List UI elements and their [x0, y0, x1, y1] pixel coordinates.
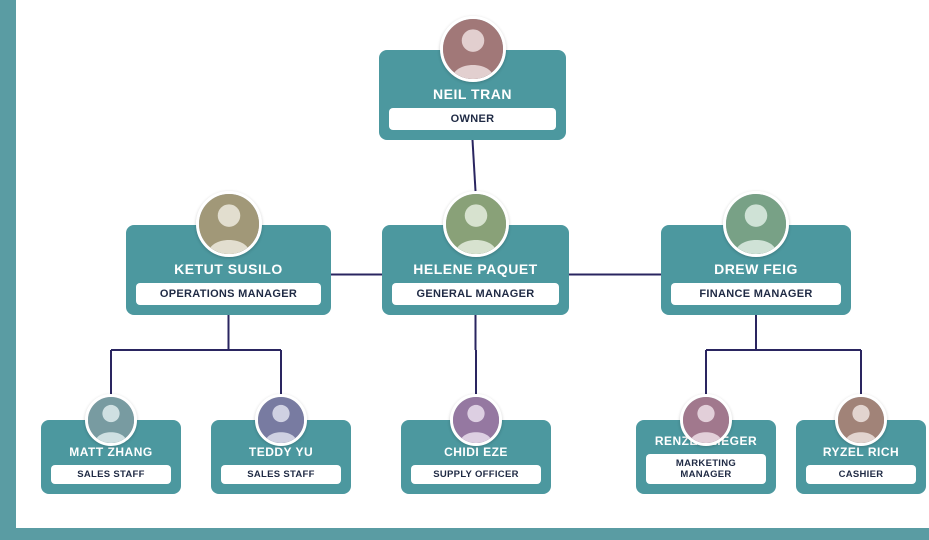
org-node-sales2: TEDDY YU SALES STAFF [211, 420, 351, 494]
avatar [680, 394, 732, 446]
org-node-owner: NEIL TRAN OWNER [379, 50, 566, 140]
org-node-gm: HELENE PAQUET GENERAL MANAGER [382, 225, 569, 315]
avatar [440, 16, 506, 82]
frame-left [0, 0, 16, 540]
person-name: HELENE PAQUET [413, 261, 537, 277]
person-name: DREW FEIG [714, 261, 798, 277]
avatar [450, 394, 502, 446]
person-name: MATT ZHANG [69, 445, 152, 459]
person-name: CHIDI EZE [444, 445, 508, 459]
person-name: TEDDY YU [249, 445, 313, 459]
person-title: SALES STAFF [51, 465, 171, 484]
org-node-ops: KETUT SUSILO OPERATIONS MANAGER [126, 225, 331, 315]
avatar [196, 191, 262, 257]
org-node-cashier: RYZEL RICH CASHIER [796, 420, 926, 494]
avatar [723, 191, 789, 257]
person-name: KETUT SUSILO [174, 261, 283, 277]
org-node-mkt: RENZEL ZIEGER MARKETING MANAGER [636, 420, 776, 494]
person-title: SALES STAFF [221, 465, 341, 484]
person-title: SUPPLY OFFICER [411, 465, 541, 484]
person-title: OWNER [389, 108, 556, 130]
org-node-sales1: MATT ZHANG SALES STAFF [41, 420, 181, 494]
person-title: CASHIER [806, 465, 916, 484]
org-chart: NEIL TRAN OWNER KETUT SUSILO OPERATIONS … [16, 0, 929, 528]
avatar [255, 394, 307, 446]
person-title: GENERAL MANAGER [392, 283, 559, 305]
person-title: OPERATIONS MANAGER [136, 283, 321, 305]
avatar [835, 394, 887, 446]
avatar [85, 394, 137, 446]
person-title: FINANCE MANAGER [671, 283, 841, 305]
person-title: MARKETING MANAGER [646, 454, 766, 484]
org-node-supply: CHIDI EZE SUPPLY OFFICER [401, 420, 551, 494]
avatar [443, 191, 509, 257]
person-name: NEIL TRAN [433, 86, 512, 102]
org-node-fin: DREW FEIG FINANCE MANAGER [661, 225, 851, 315]
frame-bottom [0, 528, 929, 540]
person-name: RYZEL RICH [823, 445, 899, 459]
